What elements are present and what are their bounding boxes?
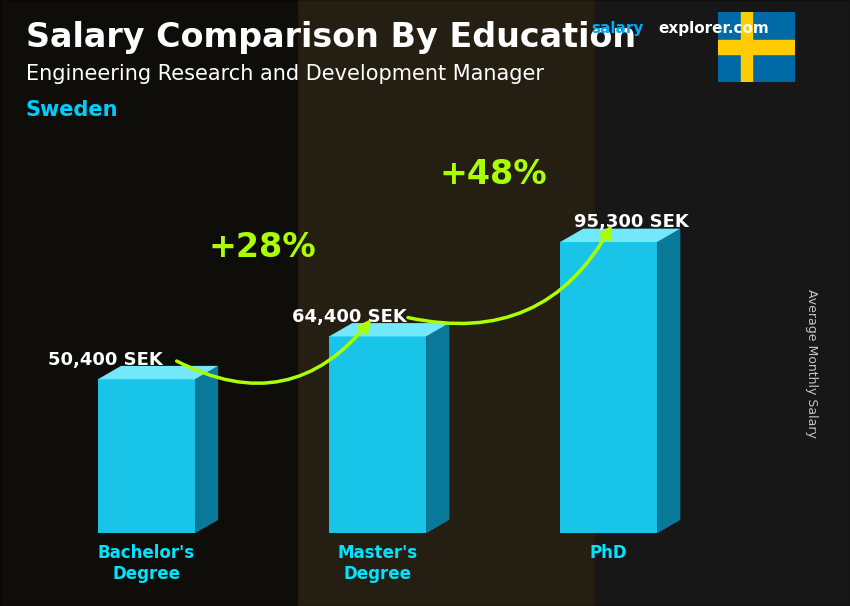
Text: 64,400 SEK: 64,400 SEK bbox=[292, 308, 407, 326]
Polygon shape bbox=[426, 323, 449, 533]
Text: Salary Comparison By Education: Salary Comparison By Education bbox=[26, 21, 636, 54]
Text: +28%: +28% bbox=[208, 231, 316, 264]
Bar bbox=[0, 0, 298, 606]
Text: 50,400 SEK: 50,400 SEK bbox=[48, 350, 162, 368]
FancyBboxPatch shape bbox=[329, 336, 426, 533]
Polygon shape bbox=[98, 366, 218, 379]
Bar bbox=[718, 40, 795, 54]
Polygon shape bbox=[657, 228, 680, 533]
Text: +48%: +48% bbox=[439, 158, 547, 191]
Bar bbox=[595, 0, 850, 606]
FancyBboxPatch shape bbox=[560, 242, 657, 533]
Bar bbox=[741, 12, 752, 82]
Polygon shape bbox=[195, 366, 218, 533]
Bar bbox=[298, 0, 595, 606]
Text: Engineering Research and Development Manager: Engineering Research and Development Man… bbox=[26, 64, 543, 84]
FancyBboxPatch shape bbox=[98, 379, 195, 533]
Polygon shape bbox=[560, 228, 680, 242]
Text: Average Monthly Salary: Average Monthly Salary bbox=[805, 289, 819, 438]
Text: salary: salary bbox=[591, 21, 643, 36]
Text: explorer.com: explorer.com bbox=[659, 21, 769, 36]
Text: Sweden: Sweden bbox=[26, 100, 118, 120]
Text: 95,300 SEK: 95,300 SEK bbox=[575, 213, 689, 231]
Polygon shape bbox=[329, 323, 449, 336]
